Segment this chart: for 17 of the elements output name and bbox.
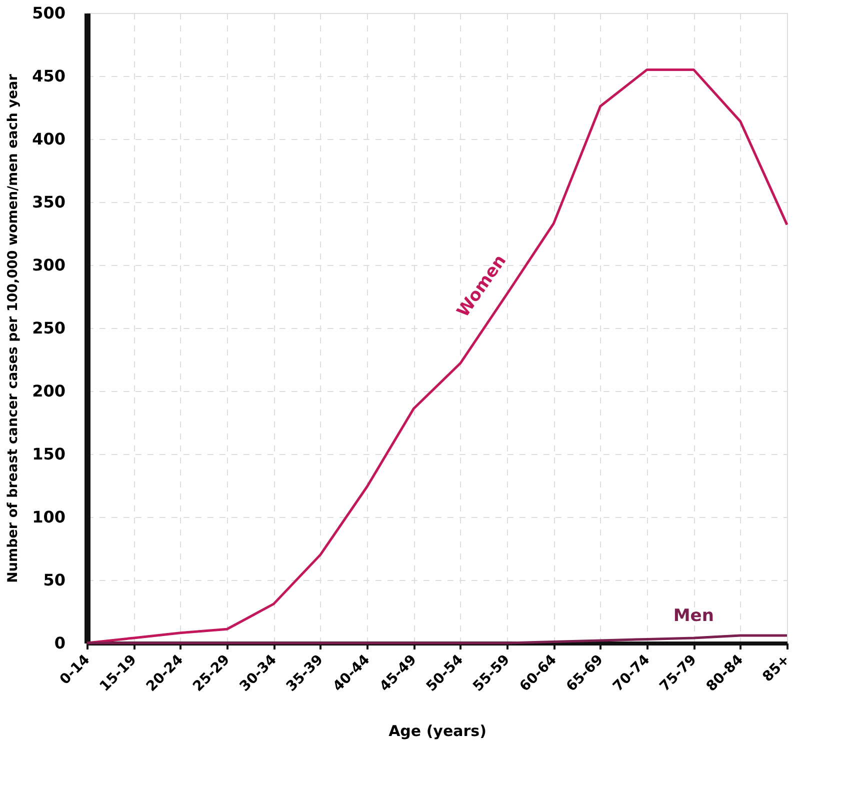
line-series bbox=[86, 634, 788, 644]
y-tick-label: 500 bbox=[32, 4, 66, 22]
y-tick-label: 100 bbox=[32, 508, 66, 526]
y-tick-label: 300 bbox=[32, 256, 66, 274]
y-tick-label: 200 bbox=[32, 382, 66, 400]
y-tick-label: 400 bbox=[32, 130, 66, 148]
x-axis-title: Age (years) bbox=[388, 722, 486, 740]
line-series bbox=[86, 68, 788, 644]
y-tick-label: 250 bbox=[32, 318, 66, 338]
x-tick-label: 85+ bbox=[760, 652, 794, 686]
y-tick-label: 50 bbox=[43, 570, 66, 590]
y-axis-title: Number of breast cancer cases per 100,000 women/men each year bbox=[5, 74, 22, 583]
y-tick-label: 450 bbox=[32, 66, 66, 86]
y-tick-label: 0 bbox=[54, 634, 66, 652]
series-label: Men bbox=[673, 606, 714, 626]
y-tick-label: 350 bbox=[32, 192, 66, 212]
y-tick-label: 150 bbox=[32, 444, 66, 464]
